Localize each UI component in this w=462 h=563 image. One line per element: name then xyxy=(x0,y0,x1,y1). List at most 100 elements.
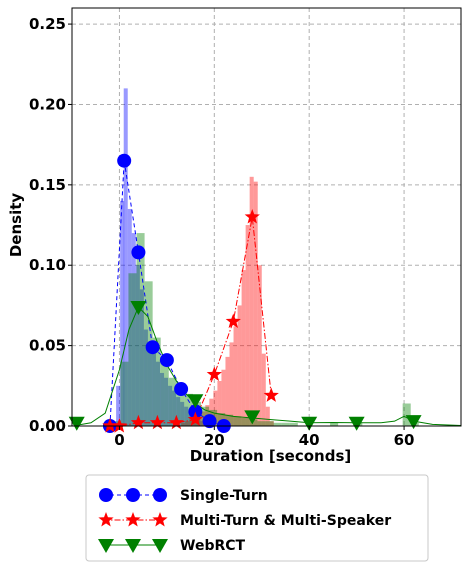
data-point xyxy=(111,418,128,433)
histogram-bar xyxy=(249,419,258,426)
histogram-bar xyxy=(176,397,181,426)
histogram-bar xyxy=(120,200,125,426)
data-point xyxy=(225,313,241,328)
series-line xyxy=(109,160,224,427)
legend-label: Multi-Turn & Multi-Speaker xyxy=(180,513,391,529)
data-point xyxy=(168,414,184,430)
histogram-bar xyxy=(176,385,185,426)
histogram-bar xyxy=(225,414,234,426)
histogram-bar xyxy=(144,281,153,426)
data-point xyxy=(130,414,147,430)
histogram-bar xyxy=(135,265,140,426)
histogram-bar xyxy=(127,208,132,426)
histogram-bar xyxy=(180,401,185,426)
histogram-bar xyxy=(123,88,128,426)
histogram-bar xyxy=(265,406,270,426)
data-point xyxy=(125,512,141,527)
histogram-bar xyxy=(160,361,169,426)
data-point xyxy=(152,539,168,553)
data-point xyxy=(130,301,147,316)
series-line xyxy=(109,216,272,427)
data-point xyxy=(68,416,85,431)
histogram-bar xyxy=(152,337,161,426)
data-point xyxy=(102,418,118,433)
data-point xyxy=(98,539,114,553)
y-tick-label: 0.10 xyxy=(29,256,66,274)
histogram-bar xyxy=(155,361,160,426)
histogram-bar xyxy=(217,380,222,426)
histogram-bar xyxy=(237,305,242,426)
histogram-bar xyxy=(233,416,242,426)
y-tick-label: 0.00 xyxy=(29,417,66,435)
data-point xyxy=(131,245,146,260)
histogram-bar xyxy=(128,273,137,426)
data-point xyxy=(348,416,365,431)
legend: Single-Turn Multi-Turn & Multi-Speaker Web… xyxy=(85,474,429,562)
data-point xyxy=(126,488,140,502)
data-point xyxy=(263,387,279,402)
y-tick-label: 0.20 xyxy=(29,95,66,113)
data-point xyxy=(405,415,422,430)
histogram-bar xyxy=(265,421,274,426)
histogram-bar xyxy=(261,353,266,426)
histogram-bar xyxy=(168,377,177,426)
histogram-bar xyxy=(269,421,274,426)
histogram-bar xyxy=(241,417,250,426)
histogram-bar xyxy=(116,385,121,426)
data-point xyxy=(98,512,114,527)
plot-frame xyxy=(71,7,462,427)
histogram-bar xyxy=(213,390,218,426)
data-point xyxy=(202,414,217,429)
histogram-bar xyxy=(189,419,194,426)
y-tick-label: 0.25 xyxy=(29,15,66,33)
data-point xyxy=(244,410,261,425)
data-point xyxy=(301,416,318,431)
histogram-bar xyxy=(233,326,238,426)
axis-ticks: 0 20 40 60 0.00 0.05 0.10 0.15 0.20 0.25 xyxy=(29,15,415,449)
x-tick-label: 20 xyxy=(204,431,225,449)
data-point xyxy=(99,488,113,502)
histogram-bar xyxy=(147,342,152,426)
x-tick-label: 40 xyxy=(299,431,320,449)
histogram-bar xyxy=(185,421,190,426)
histogram-bar xyxy=(151,353,156,426)
histogram-bar xyxy=(281,422,290,426)
histogram-bar xyxy=(120,361,129,426)
data-point xyxy=(187,394,204,409)
data-point xyxy=(117,153,132,168)
histogram-bar xyxy=(159,372,165,426)
histogram-bar xyxy=(330,422,339,426)
histogram-bar xyxy=(181,422,186,426)
histogram-bar xyxy=(164,377,169,426)
histogram-bar xyxy=(402,403,411,426)
data-point xyxy=(159,353,174,368)
x-tick-label: 0 xyxy=(114,431,124,449)
histogram-bar xyxy=(172,390,177,426)
legend-label: Single-Turn xyxy=(180,488,268,504)
data-point xyxy=(145,340,160,355)
y-axis-label: Density xyxy=(7,193,25,258)
histogram-bar xyxy=(184,406,189,426)
histogram-bar xyxy=(257,265,262,426)
x-tick-label: 60 xyxy=(394,431,415,449)
x-axis-label: Duration [seconds] xyxy=(190,447,352,465)
data-point xyxy=(149,414,165,430)
y-tick-label: 0.05 xyxy=(29,337,66,355)
series-markers xyxy=(68,153,422,433)
histogram-bar xyxy=(245,225,250,426)
series-line xyxy=(76,306,462,427)
histogram-bar xyxy=(143,329,148,426)
legend-box xyxy=(85,474,429,562)
histogram-bar xyxy=(197,414,202,426)
legend-label: WebRCT xyxy=(180,538,246,554)
data-point xyxy=(244,209,260,224)
data-point xyxy=(153,488,167,502)
histogram-bar xyxy=(289,422,298,426)
histogram-bar xyxy=(249,176,254,426)
histogram-bar xyxy=(225,356,230,426)
histogram-bar xyxy=(131,233,136,426)
histogram-bar xyxy=(139,289,144,426)
data-point xyxy=(125,539,141,553)
histogram-bar xyxy=(229,342,234,426)
